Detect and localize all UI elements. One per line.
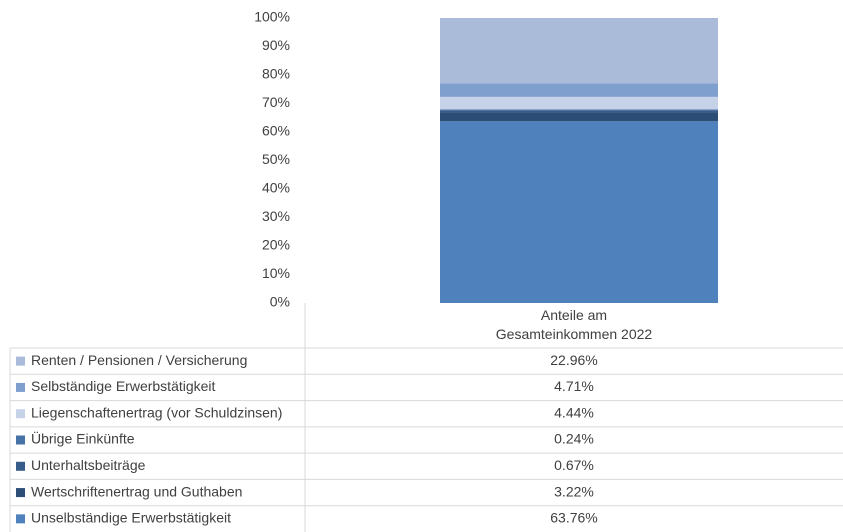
y-tick-label: 20% [262, 237, 290, 253]
bar-segment [440, 109, 718, 111]
y-tick-label: 10% [262, 265, 290, 281]
bar-segment [440, 112, 718, 122]
value-label: 0.67% [554, 457, 594, 473]
legend-label: Renten / Pensionen / Versicherung [31, 352, 247, 368]
value-label: 63.76% [550, 510, 597, 526]
legend-label: Unterhaltsbeiträge [31, 457, 146, 473]
value-label: 22.96% [550, 352, 597, 368]
legend-label: Selbständige Erwerbstätigkeit [31, 378, 216, 394]
y-tick-label: 60% [262, 123, 290, 139]
y-tick-label: 100% [254, 9, 290, 25]
value-label: 4.44% [554, 404, 594, 420]
category-label: Anteile am Gesamteinkommen 2022 [495, 307, 653, 342]
bar-segment [440, 18, 718, 84]
legend-swatch [16, 488, 25, 498]
legend-label: Liegenschaftenertrag (vor Schuldzinsen) [31, 404, 282, 420]
y-tick-label: 40% [262, 180, 290, 196]
legend-swatch [16, 435, 25, 445]
legend-label: Unselbständige Erwerbstätigkeit [31, 510, 231, 526]
y-tick-label: 80% [262, 66, 290, 82]
y-tick-label: 90% [262, 37, 290, 53]
legend-swatch [16, 514, 25, 524]
legend-swatch [16, 409, 25, 419]
value-label: 0.24% [554, 431, 594, 447]
legend-swatch [16, 382, 25, 392]
y-tick-label: 0% [270, 294, 290, 310]
bar-segment [440, 83, 718, 97]
legend-swatch [16, 356, 25, 366]
category-cell: Anteile am Gesamteinkommen 2022 [305, 306, 843, 344]
y-tick-label: 30% [262, 208, 290, 224]
legend-label: Wertschriftenertrag und Guthaben [31, 483, 242, 499]
bar-segment [440, 96, 718, 110]
y-tick-label: 50% [262, 151, 290, 167]
legend-swatch [16, 461, 25, 471]
value-label: 4.71% [554, 378, 594, 394]
bar-segment [440, 110, 718, 113]
value-label: 3.22% [554, 483, 594, 499]
legend-label: Übrige Einkünfte [31, 430, 135, 447]
bar-segment [440, 121, 718, 303]
y-tick-label: 70% [262, 94, 290, 110]
